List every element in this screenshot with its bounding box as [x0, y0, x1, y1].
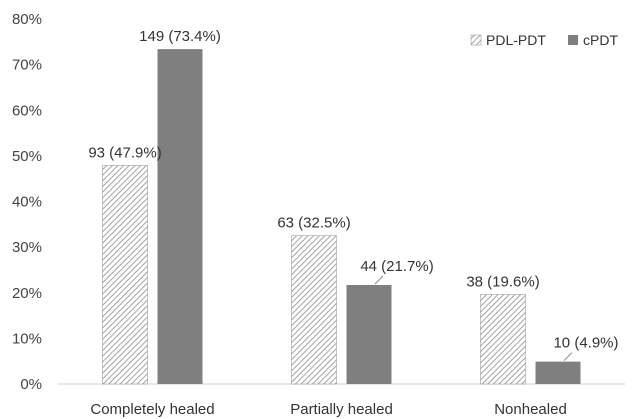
data-label: 10 (4.9%): [553, 335, 618, 352]
x-axis: Completely healed Partially healed Nonheal…: [58, 383, 625, 418]
legend-swatch: [568, 35, 578, 45]
y-tick-label: 50%: [12, 148, 42, 165]
x-category-label: Completely healed: [90, 401, 214, 418]
data-labels: 93 (47.9%) 149 (73.4%) 63 (32.5%) 44 (21.7%…: [88, 28, 619, 361]
data-label-leader-line: [374, 275, 384, 285]
legend-swatch: [470, 34, 482, 46]
x-category-label: Partially healed: [290, 401, 393, 418]
data-label: 63 (32.5%): [277, 215, 350, 232]
y-tick-label: 70%: [12, 57, 42, 74]
bar-pdl-pdt: [291, 235, 337, 385]
bar-pdl-pdt: [102, 165, 148, 385]
data-label: 93 (47.9%): [88, 144, 161, 161]
bar-cpdt: [157, 49, 203, 385]
bar-pdl-pdt: [480, 294, 526, 385]
y-tick-label: 60%: [12, 102, 42, 119]
y-tick-label: 20%: [12, 285, 42, 302]
data-label-leader-line: [563, 352, 573, 361]
data-label: 38 (19.6%): [466, 274, 539, 291]
bar-cpdt: [535, 361, 581, 384]
y-tick-label: 40%: [12, 194, 42, 211]
legend-label: PDL-PDT: [486, 32, 546, 48]
y-tick-label: 30%: [12, 239, 42, 256]
data-label: 44 (21.7%): [360, 258, 433, 275]
data-label: 149 (73.4%): [139, 28, 221, 45]
x-category-label: Nonhealed: [494, 401, 567, 418]
bars: [102, 49, 581, 385]
legend-label: cPDT: [583, 32, 618, 48]
legend: PDL-PDT cPDT: [470, 32, 618, 48]
bar-cpdt: [346, 284, 392, 384]
y-axis: 0% 10% 20% 30% 40% 50% 60% 70% 80%: [12, 11, 42, 393]
y-tick-label: 0%: [20, 376, 42, 393]
y-tick-label: 10%: [12, 330, 42, 347]
y-tick-label: 80%: [12, 11, 42, 28]
